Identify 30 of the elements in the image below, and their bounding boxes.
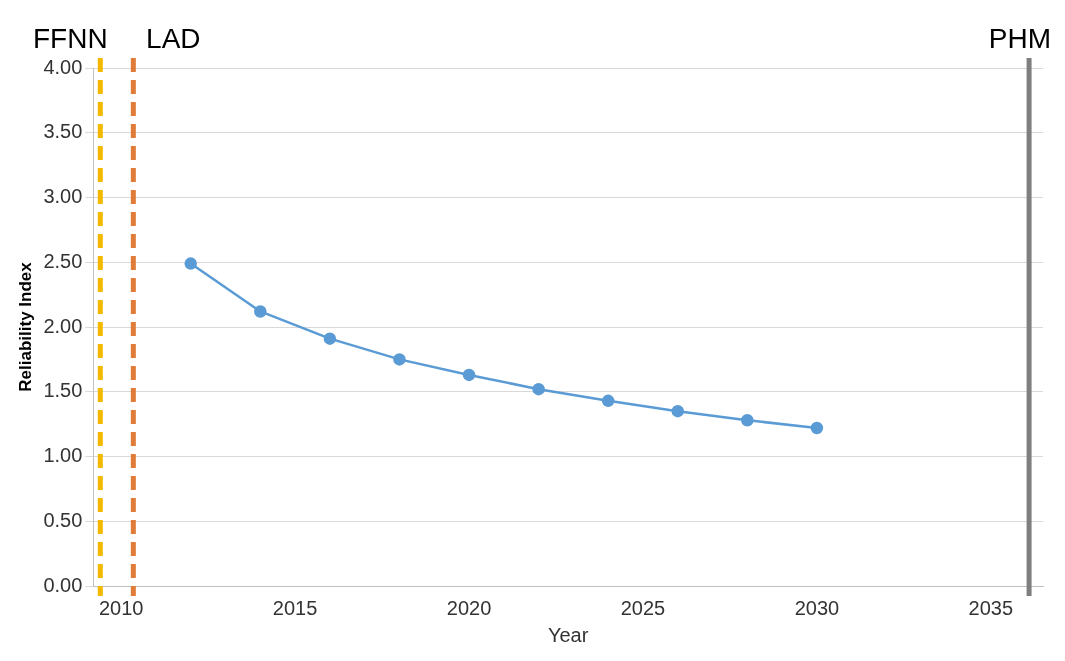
y-tick-label: 1.50	[43, 379, 83, 402]
point	[254, 305, 267, 318]
y-tick-label: 2.00	[43, 314, 83, 337]
point	[462, 368, 476, 382]
point	[810, 421, 824, 435]
y-tick-label: 3.50	[43, 120, 83, 143]
ref-line-label: LAD	[146, 22, 201, 54]
y-tick-label: 1.00	[43, 444, 83, 467]
x-tick-label: 2010	[98, 596, 144, 619]
point	[671, 404, 684, 418]
x-tick-label: 2015	[272, 596, 318, 619]
point	[184, 257, 197, 270]
y-tick-label: 4.00	[43, 55, 83, 78]
x-tick-label: 2020	[446, 596, 492, 619]
point	[393, 353, 406, 366]
y-tick-label: 0.50	[43, 508, 83, 531]
point	[601, 394, 615, 408]
y-tick-label: 0.00	[43, 573, 83, 596]
point	[741, 413, 754, 427]
ref-line-label: PHM	[988, 22, 1052, 54]
point	[323, 332, 337, 345]
x-tick-label: 2035	[968, 596, 1014, 619]
x-tick-label: 2030	[794, 596, 840, 619]
y-tick-label: 3.00	[43, 185, 83, 208]
ref-line-label: FFNN	[32, 22, 108, 54]
y-tick-label: 2.50	[43, 249, 83, 272]
x-axis-title: Year	[547, 623, 589, 646]
x-tick-label: 2025	[620, 596, 666, 619]
y-axis-title: Reliability Index	[15, 261, 35, 392]
point	[532, 382, 545, 396]
